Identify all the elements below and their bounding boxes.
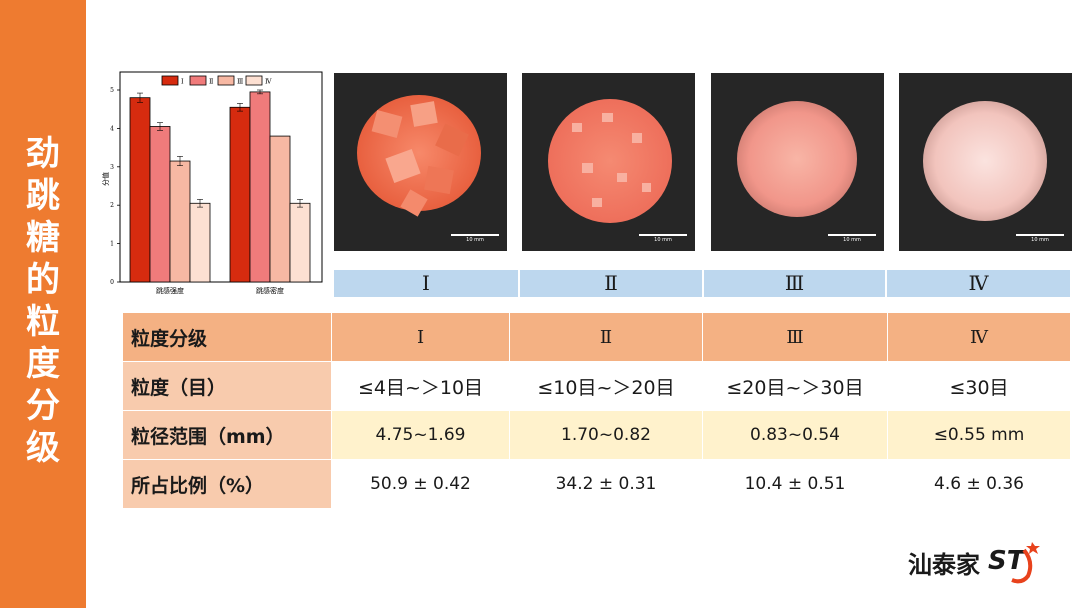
title-char: 度 [26, 344, 60, 384]
table-row: 粒度（目） ≤4目~＞10目 ≤10目~＞20目 ≤20目~＞30目 ≤30目 [123, 362, 1070, 411]
bar [129, 97, 151, 283]
photo-grade-2: 10 mm [522, 73, 695, 251]
row-header: 粒径范围（mm） [123, 411, 332, 459]
bar [289, 202, 311, 283]
row-header: 粒度分级 [123, 313, 332, 361]
y-tick-label: 4 [110, 125, 114, 132]
table-cell: 0.83~0.54 [703, 411, 888, 459]
y-tick-label: 5 [110, 87, 114, 94]
table-cell: ≤20目~＞30目 [703, 362, 888, 410]
scale-label: 10 mm [843, 237, 861, 243]
scale-bar: 10 mm [1016, 234, 1064, 243]
x-tick-label: 跳感强度 [156, 286, 184, 295]
bar [269, 135, 291, 283]
candy-pile-large-image [357, 95, 481, 217]
photo-grade-1: 10 mm [334, 73, 507, 251]
title-char: 粒 [26, 302, 60, 342]
logo-mark-text: ST [988, 546, 1025, 576]
table-cell: 34.2 ± 0.31 [510, 460, 703, 508]
table-cell: ≤0.55 mm [888, 411, 1070, 459]
legend-swatch [189, 75, 207, 86]
logo-mark: ST [988, 540, 1040, 584]
x-tick-label: 跳感密度 [256, 286, 284, 295]
table-row: 粒度分级 Ⅰ Ⅱ Ⅲ Ⅳ [123, 313, 1070, 362]
table-cell: 10.4 ± 0.51 [703, 460, 888, 508]
bar [189, 202, 211, 283]
logo-text: 汕泰家 [908, 550, 980, 579]
bar [149, 126, 171, 283]
grade-label-4: Ⅳ [887, 270, 1070, 297]
scale-bar: 10 mm [828, 234, 876, 243]
title-char: 跳 [26, 176, 60, 216]
photo-grade-3: 10 mm [711, 73, 884, 251]
legend-swatch [245, 75, 263, 86]
table-cell: Ⅲ [703, 313, 888, 361]
y-tick-label: 0 [110, 279, 114, 286]
table-row: 粒径范围（mm） 4.75~1.69 1.70~0.82 0.83~0.54 ≤… [123, 411, 1070, 460]
bar [229, 106, 251, 283]
legend-label: Ⅱ [209, 78, 214, 86]
table-cell: 4.75~1.69 [332, 411, 510, 459]
title-char: 劲 [26, 134, 60, 174]
candy-pile-small-image [737, 101, 857, 217]
title-char: 级 [26, 428, 60, 468]
y-tick-label: 1 [110, 241, 114, 248]
table-cell: Ⅱ [510, 313, 703, 361]
grade-label-2: Ⅱ [520, 270, 702, 297]
table-cell: 4.6 ± 0.36 [888, 460, 1070, 508]
photo-grade-4: 10 mm [899, 73, 1072, 251]
table-cell: ≤30目 [888, 362, 1070, 410]
company-logo: 汕泰家 ST [908, 540, 1040, 584]
legend-label: Ⅳ [265, 78, 272, 86]
title-char: 糖 [26, 218, 60, 258]
bar [249, 91, 271, 283]
table-cell: ≤10目~＞20目 [510, 362, 703, 410]
y-axis-label: 分值 [101, 172, 110, 186]
row-header: 所占比例（%） [123, 460, 332, 508]
y-tick-label: 3 [110, 164, 114, 171]
legend-label: Ⅲ [237, 78, 243, 86]
legend-swatch [161, 75, 179, 86]
table-cell: 50.9 ± 0.42 [332, 460, 510, 508]
title-char: 的 [26, 260, 60, 300]
scale-label: 10 mm [1031, 237, 1049, 243]
granularity-table: 粒度分级 Ⅰ Ⅱ Ⅲ Ⅳ 粒度（目） ≤4目~＞10目 ≤10目~＞20目 ≤2… [123, 313, 1070, 509]
y-tick-label: 2 [110, 202, 114, 209]
slide-title: 劲 跳 糖 的 粒 度 分 级 [0, 133, 86, 469]
table-cell: Ⅳ [888, 313, 1070, 361]
table-cell: ≤4目~＞10目 [332, 362, 510, 410]
table-cell: Ⅰ [332, 313, 510, 361]
candy-pile-medium-image [548, 99, 672, 223]
title-char: 分 [26, 386, 60, 426]
table-cell: 1.70~0.82 [510, 411, 703, 459]
logo-swoosh-icon [1011, 542, 1040, 584]
sidebar: 劲 跳 糖 的 粒 度 分 级 [0, 0, 86, 608]
scale-bar: 10 mm [451, 234, 499, 243]
legend-swatch [217, 75, 235, 86]
grade-label-3: Ⅲ [704, 270, 885, 297]
legend-label: Ⅰ [181, 78, 184, 86]
scale-label: 10 mm [466, 237, 484, 243]
scale-label: 10 mm [654, 237, 672, 243]
grade-label-1: Ⅰ [334, 270, 518, 297]
candy-powder-image [923, 101, 1047, 221]
scale-bar: 10 mm [639, 234, 687, 243]
bar [169, 160, 191, 283]
row-header: 粒度（目） [123, 362, 332, 410]
chart-frame [119, 71, 323, 283]
table-row: 所占比例（%） 50.9 ± 0.42 34.2 ± 0.31 10.4 ± 0… [123, 460, 1070, 509]
